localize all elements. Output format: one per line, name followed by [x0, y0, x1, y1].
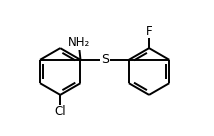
- Text: F: F: [146, 25, 152, 38]
- Text: Cl: Cl: [54, 105, 66, 118]
- Text: S: S: [101, 53, 109, 66]
- Text: NH₂: NH₂: [68, 36, 91, 50]
